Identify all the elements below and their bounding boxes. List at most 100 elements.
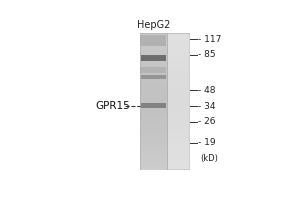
Bar	[140, 92, 167, 94]
Bar	[167, 155, 189, 157]
Bar	[140, 44, 167, 47]
Bar	[140, 40, 167, 42]
Bar	[167, 35, 189, 38]
Bar	[140, 96, 167, 99]
Bar	[167, 47, 189, 49]
Bar	[167, 144, 189, 146]
Bar	[167, 40, 189, 42]
Bar	[167, 38, 189, 40]
Bar	[167, 67, 189, 69]
Bar	[140, 103, 167, 106]
Bar	[167, 96, 189, 99]
Bar	[140, 47, 167, 49]
Bar	[167, 78, 189, 81]
Bar	[140, 114, 167, 117]
Bar	[140, 162, 167, 164]
Bar	[167, 117, 189, 119]
Bar	[140, 94, 167, 96]
Bar	[140, 49, 167, 51]
Text: - 117: - 117	[198, 35, 221, 44]
Bar	[140, 166, 167, 169]
Bar	[140, 160, 167, 162]
Text: - 26: - 26	[198, 117, 215, 126]
Bar	[140, 33, 167, 35]
Bar	[167, 33, 189, 35]
Bar	[140, 69, 167, 72]
Bar	[140, 71, 167, 74]
Bar	[167, 71, 189, 74]
Bar	[167, 42, 189, 45]
Bar	[167, 44, 189, 47]
Text: GPR15: GPR15	[96, 101, 130, 111]
Text: HepG2: HepG2	[136, 20, 170, 30]
Bar	[140, 35, 166, 46]
Bar	[140, 58, 167, 60]
Bar	[140, 42, 167, 45]
Bar	[167, 153, 189, 155]
Bar	[140, 62, 167, 65]
Bar	[167, 90, 189, 92]
Bar	[167, 58, 189, 60]
Bar	[167, 137, 189, 139]
Bar	[167, 114, 189, 117]
Bar	[167, 110, 189, 112]
Bar	[140, 108, 167, 110]
Bar	[167, 126, 189, 128]
Bar	[141, 103, 166, 108]
Bar	[167, 166, 189, 169]
Bar	[140, 117, 167, 119]
Bar	[167, 121, 189, 124]
Bar	[167, 112, 189, 115]
Bar	[140, 144, 167, 146]
Bar	[140, 105, 167, 108]
Bar	[140, 51, 167, 54]
Bar	[167, 101, 189, 103]
Bar	[167, 123, 189, 126]
Bar	[140, 139, 167, 142]
Bar	[167, 87, 189, 90]
Bar	[167, 142, 189, 144]
Bar	[140, 123, 167, 126]
Bar	[140, 56, 167, 58]
Bar	[167, 146, 189, 148]
Bar	[140, 35, 167, 38]
Bar	[167, 139, 189, 142]
Bar	[141, 75, 166, 79]
Bar	[167, 76, 189, 78]
Bar	[167, 99, 189, 101]
Bar	[167, 94, 189, 96]
Bar	[140, 110, 167, 112]
Bar	[167, 74, 189, 76]
Bar	[140, 67, 167, 69]
Bar	[167, 60, 189, 63]
Bar	[167, 132, 189, 135]
Bar	[167, 135, 189, 137]
Bar	[140, 157, 167, 160]
Bar	[140, 132, 167, 135]
Bar	[140, 121, 167, 124]
Bar	[140, 142, 167, 144]
Bar	[140, 74, 167, 76]
Bar	[140, 83, 167, 85]
Bar	[167, 157, 189, 160]
Text: - 48: - 48	[198, 86, 215, 95]
Bar	[140, 53, 167, 56]
Bar	[167, 162, 189, 164]
Bar	[140, 38, 167, 40]
Bar	[167, 49, 189, 51]
Bar	[140, 60, 167, 63]
Bar	[167, 105, 189, 108]
Bar	[140, 135, 167, 137]
Bar	[140, 78, 167, 81]
Bar	[140, 146, 167, 148]
Text: - 85: - 85	[198, 50, 215, 59]
Bar	[167, 85, 189, 87]
Bar	[167, 69, 189, 72]
Bar	[140, 126, 167, 128]
Bar	[167, 148, 189, 151]
Bar	[140, 85, 167, 87]
Bar	[167, 62, 189, 65]
Bar	[140, 148, 167, 151]
Bar	[140, 112, 167, 115]
Bar	[140, 87, 167, 90]
